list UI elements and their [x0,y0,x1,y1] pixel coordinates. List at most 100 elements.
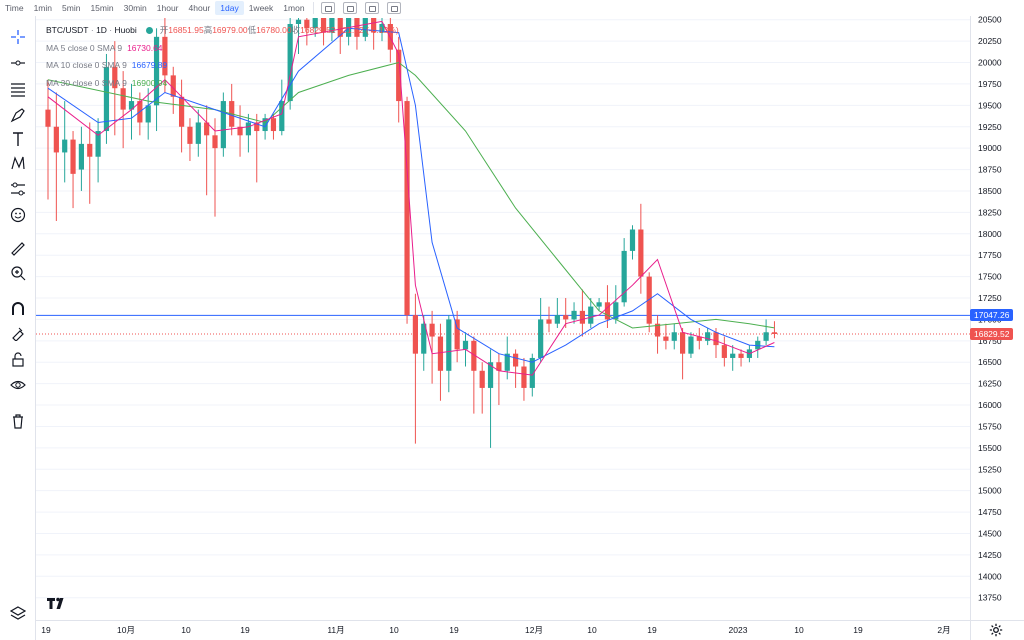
last-price-badge: 16829.52 [970,328,1014,341]
toolbar-divider [312,2,314,14]
close-value: 16829.52 [300,25,336,35]
zoom-in-icon[interactable] [6,262,30,284]
interval-4hour[interactable]: 4hour [188,3,211,13]
pattern-icon[interactable] [6,152,30,174]
candle-up [613,302,619,320]
price-tick-label: 19750 [978,79,1002,89]
fullscreen-icon[interactable] [386,2,401,14]
ruler-icon[interactable] [6,238,30,260]
interval-1week[interactable]: 1week [248,3,274,13]
text-icon[interactable] [6,128,30,150]
crosshair-icon[interactable] [6,26,30,48]
candle-up [220,101,226,149]
price-tick-label: 20250 [978,36,1002,46]
candle-down [579,310,585,324]
time-tick-label: 12月 [525,625,543,635]
ma10-row[interactable]: MA 10 close 0 SMA 9 16679.89 [46,57,399,75]
candle-up [62,139,68,153]
prediction-icon[interactable] [6,178,30,200]
symbol-name[interactable]: BTC/USDT [46,25,89,35]
time-tick-label: 2023 [729,625,748,635]
object-tree-icon[interactable] [6,602,30,624]
candle-up [103,66,110,132]
horizontal-line-price-badge: 17047.26 [970,309,1014,322]
price-tick-label: 16250 [978,379,1002,389]
candle-down [513,353,519,367]
candle-down [412,315,418,354]
candle-down [696,336,702,341]
ma30-line [47,61,775,329]
camera-icon[interactable] [342,2,357,14]
interval-1min[interactable]: 1min [33,3,53,13]
price-tick-label: 16500 [978,357,1002,367]
indicators-icon[interactable] [320,2,335,14]
price-tick-label: 19000 [978,143,1002,153]
candle-down [320,18,327,33]
price-tick-label: 14500 [978,528,1002,538]
interval-1hour[interactable]: 1hour [156,3,179,13]
time-tick-label: 10月 [117,625,135,635]
candle-up [755,340,761,350]
candle-up [621,250,627,303]
candle-down [471,340,477,371]
close-label: 收 [291,25,301,35]
interval-30min[interactable]: 30min [123,3,147,13]
candle-up [588,306,594,324]
open-value: 16851.95 [168,25,204,35]
trend-line-icon[interactable] [6,52,30,74]
candle-down [738,353,744,358]
eye-icon[interactable] [6,374,30,396]
candle-down [680,332,686,354]
price-tick-label: 13750 [978,593,1002,603]
candle-up [596,302,602,307]
price-tick-label: 16000 [978,400,1002,410]
candle-up [446,319,452,371]
candle-up [295,19,302,24]
chart-legend: BTC/USDT · 1D · Huobi 开 16851.95 高 16979… [46,22,399,92]
time-tick-label: 19 [41,625,51,635]
price-chart[interactable]: 20500 20250 20000 19750 19500 19250 19000 18750… [36,16,1024,640]
candle-down [53,126,59,153]
interval-1mon[interactable]: 1mon [283,3,305,13]
candle-down [270,118,277,132]
price-tick-label: 17250 [978,293,1002,303]
candle-down [563,315,569,320]
time-tick-label: 19 [647,625,657,635]
tradingview-logo[interactable] [46,596,68,615]
unlock-icon[interactable] [6,348,30,370]
ma30-row[interactable]: MA 30 close 0 SMA 9 16900.94 [46,75,399,93]
interval-15min[interactable]: 15min [90,3,114,13]
candle-down [546,319,552,324]
ma5-row[interactable]: MA 5 close 0 SMA 9 16730.64 [46,40,399,58]
brush-icon[interactable] [6,104,30,126]
interval-time[interactable]: Time [5,3,24,13]
candle-up [504,353,510,371]
interval-5min[interactable]: 5min [62,3,81,13]
fib-retracement-icon[interactable] [6,78,30,100]
magnet-icon[interactable] [6,298,30,320]
price-tick-label: 18000 [978,229,1002,239]
candle-up [153,36,160,106]
low-label: 低 [247,25,257,35]
emoji-icon[interactable] [6,204,30,226]
time-tick-label: 19 [240,625,250,635]
price-tick-label: 15750 [978,421,1002,431]
candle-down [112,66,118,89]
candle-up [362,18,368,37]
settings-icon[interactable] [364,2,379,14]
high-label: 高 [203,25,213,35]
ma30-value: 16900.94 [131,77,168,88]
candle-up [78,143,84,170]
price-tick-label: 18250 [978,207,1002,217]
candle-down [179,96,185,127]
gear-icon [989,623,1003,637]
candle-up [554,315,560,324]
candle-up [312,18,318,29]
time-tick-label: 10 [794,625,804,635]
trash-icon[interactable] [6,410,30,432]
ma5-line [47,20,775,376]
chart-settings-button[interactable] [976,622,1016,638]
interval-1day[interactable]: 1day [215,1,244,15]
lock-drawings-icon[interactable] [6,322,30,344]
candle-down [70,139,76,174]
